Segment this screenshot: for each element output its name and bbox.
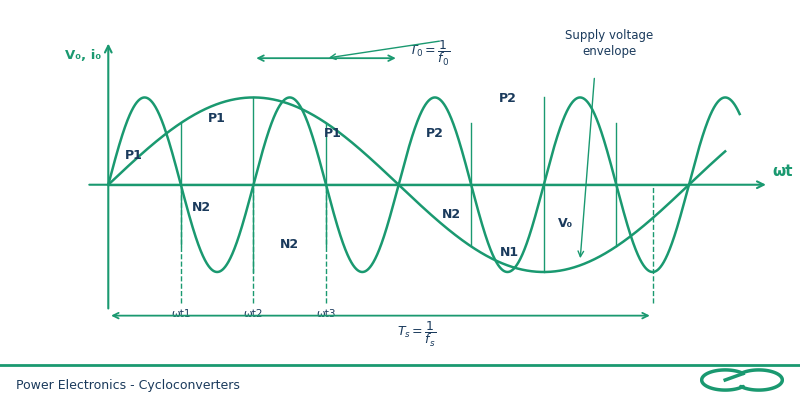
Text: N2: N2 [280,238,299,250]
Text: ωt: ωt [772,164,793,180]
Text: N2: N2 [192,201,211,214]
Text: V₀, i₀: V₀, i₀ [65,50,101,62]
Text: P1: P1 [208,112,226,125]
Text: ωt3: ωt3 [316,309,336,319]
Text: V₀: V₀ [558,217,574,230]
Text: ωt2: ωt2 [244,309,263,319]
Text: Supply voltage
envelope: Supply voltage envelope [565,29,653,58]
Text: $T_s = \dfrac{1}{f_s}$: $T_s = \dfrac{1}{f_s}$ [397,320,436,349]
Text: P1: P1 [324,127,342,140]
Text: $T_0 = \dfrac{1}{f_0}$: $T_0 = \dfrac{1}{f_0}$ [410,39,450,68]
Text: P2: P2 [498,92,517,105]
Text: P1: P1 [125,148,142,162]
Text: N1: N1 [500,246,519,259]
Text: N2: N2 [442,208,462,221]
Text: P2: P2 [426,127,444,140]
Text: Power Electronics - Cycloconverters: Power Electronics - Cycloconverters [16,380,240,392]
Text: ωt1: ωt1 [171,309,190,319]
